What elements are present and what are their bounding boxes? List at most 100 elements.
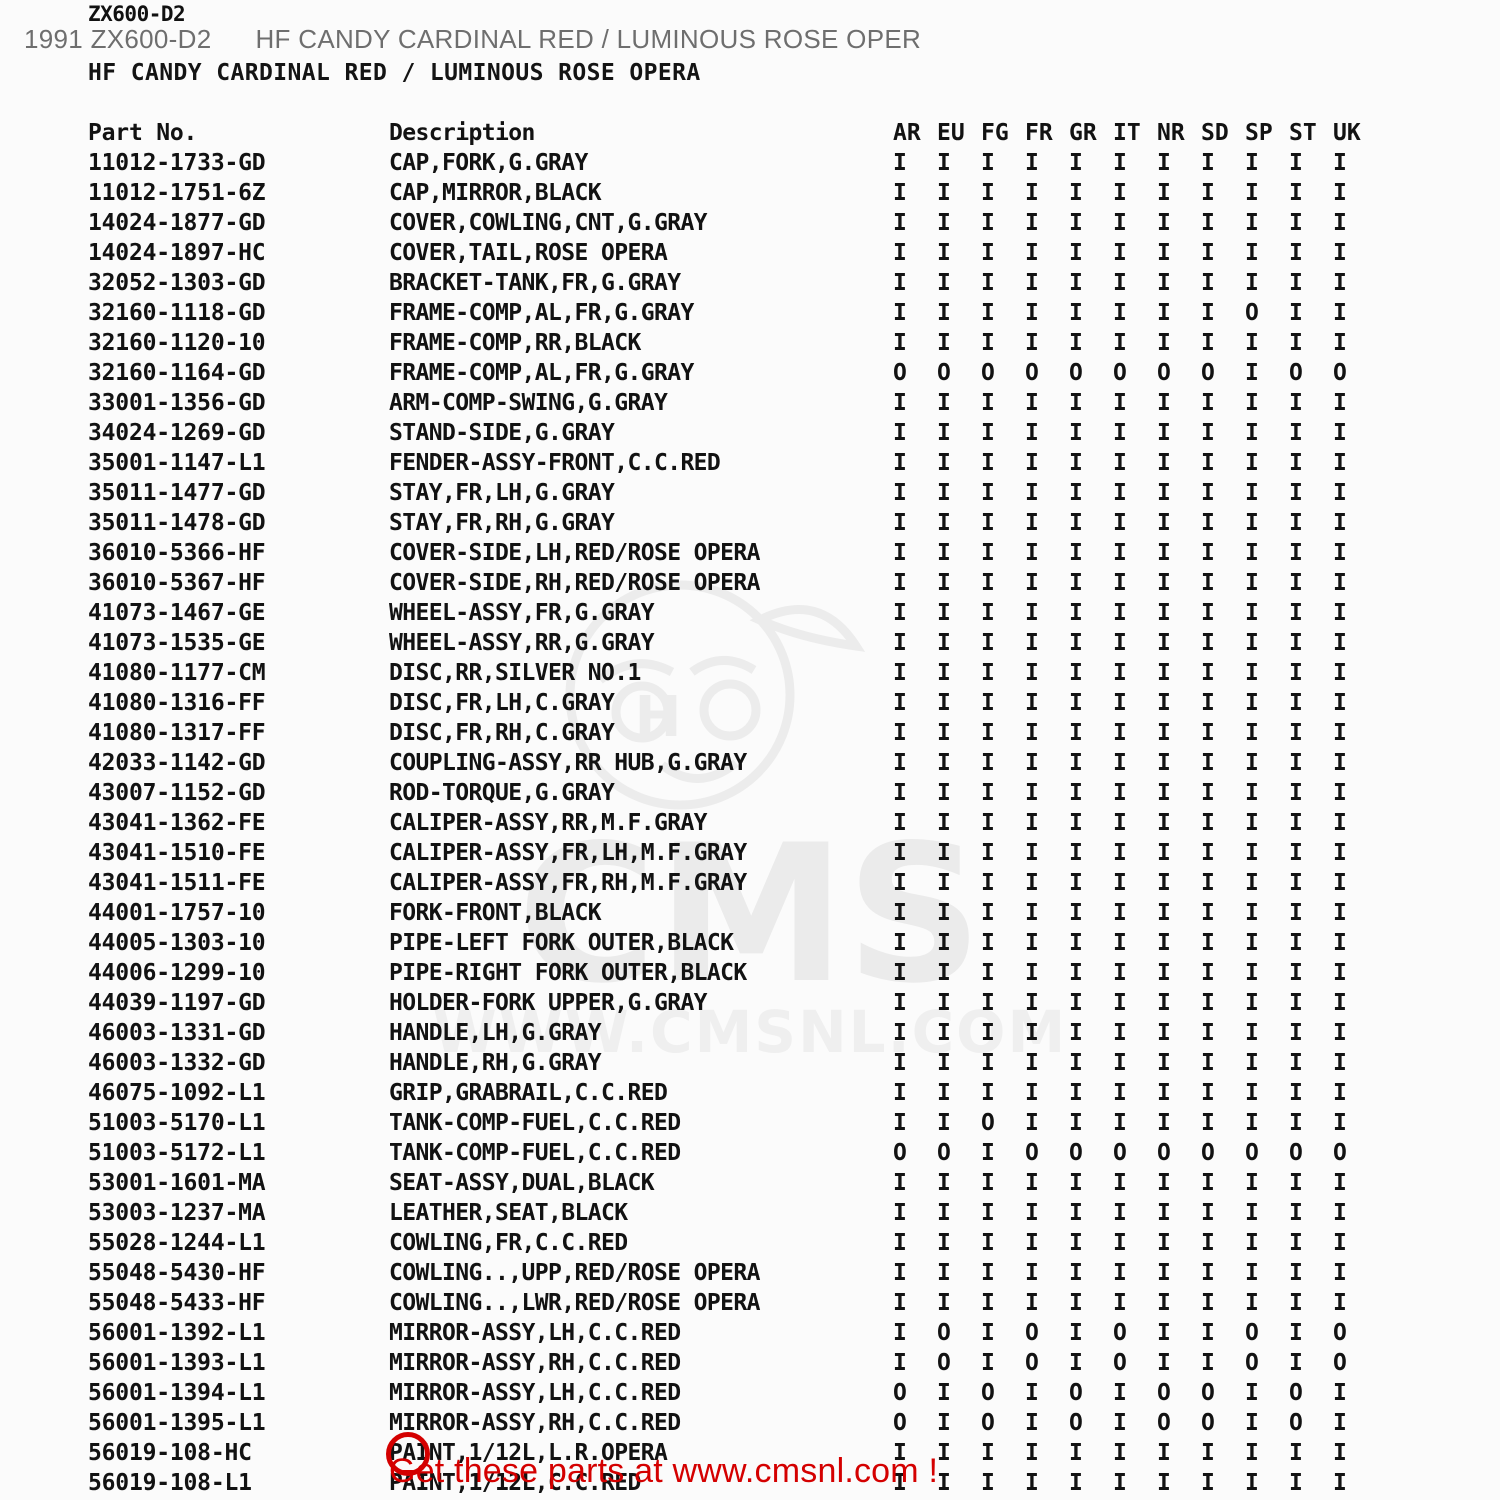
part-number[interactable]: 56001-1393-L1: [88, 1350, 266, 1376]
table-row[interactable]: 32160-1164-GD FRAME-COMP,AL,FR,G.GRAY O O O O…: [0, 360, 1500, 390]
table-row[interactable]: 56001-1392-L1 MIRROR-ASSY,LH,C.C.RED I O I O I…: [0, 1320, 1500, 1350]
table-row[interactable]: 11012-1751-6Z CAP,MIRROR,BLACK I I I I I I I I I I I: [0, 180, 1500, 210]
table-row[interactable]: 41073-1467-GE WHEEL-ASSY,FR,G.GRAY I I I I I I I…: [0, 600, 1500, 630]
part-number[interactable]: 33001-1356-GD: [88, 390, 266, 416]
table-row[interactable]: 43041-1511-FE CALIPER-ASSY,FR,RH,M.F.GRAY…: [0, 870, 1500, 900]
part-number[interactable]: 41080-1317-FF: [88, 720, 266, 746]
table-row[interactable]: 43007-1152-GD ROD-TORQUE,G.GRAY I I I I I I I I I I…: [0, 780, 1500, 810]
table-row[interactable]: 55028-1244-L1 COWLING,FR,C.C.RED I I I I I I I I I…: [0, 1230, 1500, 1260]
part-number[interactable]: 44039-1197-GD: [88, 990, 266, 1016]
table-row[interactable]: 53001-1601-MA SEAT-ASSY,DUAL,BLACK I I I I I I I…: [0, 1170, 1500, 1200]
table-row[interactable]: 33001-1356-GD ARM-COMP-SWING,G.GRAY I I I I I I…: [0, 390, 1500, 420]
part-number[interactable]: 55048-5433-HF: [88, 1290, 266, 1316]
flag-eu: I: [937, 990, 951, 1016]
table-row[interactable]: 32160-1120-10 FRAME-COMP,RR,BLACK I I I I I I I I…: [0, 330, 1500, 360]
part-number[interactable]: 55028-1244-L1: [88, 1230, 266, 1256]
table-row[interactable]: 44039-1197-GD HOLDER-FORK UPPER,G.GRAY I I I…: [0, 990, 1500, 1020]
table-row[interactable]: 46003-1331-GD HANDLE,LH,G.GRAY I I I I I I I I I I I: [0, 1020, 1500, 1050]
table-row[interactable]: 41080-1316-FF DISC,FR,LH,C.GRAY I I I I I I I I I I…: [0, 690, 1500, 720]
part-number[interactable]: 35001-1147-L1: [88, 450, 266, 476]
part-number[interactable]: 51003-5170-L1: [88, 1110, 266, 1136]
table-row[interactable]: 14024-1897-HC COVER,TAIL,ROSE OPERA I I I I I I…: [0, 240, 1500, 270]
table-row[interactable]: 35001-1147-L1 FENDER-ASSY-FRONT,C.C.RED I I…: [0, 450, 1500, 480]
table-row[interactable]: 56019-108-HC PAINT,1/12L,L.R.OPERA I I I I I I I…: [0, 1440, 1500, 1470]
part-number[interactable]: 36010-5366-HF: [88, 540, 266, 566]
part-number[interactable]: 56019-108-HC: [88, 1440, 252, 1466]
table-row[interactable]: 36010-5367-HF COVER-SIDE,RH,RED/ROSE OPER…: [0, 570, 1500, 600]
part-number[interactable]: 41080-1316-FF: [88, 690, 266, 716]
part-number[interactable]: 41073-1535-GE: [88, 630, 266, 656]
part-number[interactable]: 32160-1164-GD: [88, 360, 266, 386]
part-number[interactable]: 43007-1152-GD: [88, 780, 266, 806]
flag-ar: I: [893, 840, 907, 866]
table-row[interactable]: 44005-1303-10 PIPE-LEFT FORK OUTER,BLACK I…: [0, 930, 1500, 960]
table-row[interactable]: 43041-1362-FE CALIPER-ASSY,RR,M.F.GRAY I I I…: [0, 810, 1500, 840]
part-number[interactable]: 56001-1395-L1: [88, 1410, 266, 1436]
table-row[interactable]: 34024-1269-GD STAND-SIDE,G.GRAY I I I I I I I I I I…: [0, 420, 1500, 450]
part-number[interactable]: 32160-1118-GD: [88, 300, 266, 326]
part-number[interactable]: 44001-1757-10: [88, 900, 266, 926]
part-number[interactable]: 41080-1177-CM: [88, 660, 266, 686]
part-number[interactable]: 14024-1877-GD: [88, 210, 266, 236]
table-row[interactable]: 14024-1877-GD COVER,COWLING,CNT,G.GRAY I I I…: [0, 210, 1500, 240]
part-number[interactable]: 35011-1478-GD: [88, 510, 266, 536]
table-row[interactable]: 56001-1393-L1 MIRROR-ASSY,RH,C.C.RED I O I O I…: [0, 1350, 1500, 1380]
part-number[interactable]: 51003-5172-L1: [88, 1140, 266, 1166]
part-number[interactable]: 35011-1477-GD: [88, 480, 266, 506]
part-number[interactable]: 43041-1511-FE: [88, 870, 266, 896]
part-number[interactable]: 44005-1303-10: [88, 930, 266, 956]
table-row[interactable]: 44006-1299-10 PIPE-RIGHT FORK OUTER,BLACK…: [0, 960, 1500, 990]
part-number[interactable]: 11012-1751-6Z: [88, 180, 266, 206]
table-row[interactable]: 51003-5172-L1 TANK-COMP-FUEL,C.C.RED O O I O O…: [0, 1140, 1500, 1170]
part-number[interactable]: 43041-1510-FE: [88, 840, 266, 866]
table-row[interactable]: 51003-5170-L1 TANK-COMP-FUEL,C.C.RED I I O I I…: [0, 1110, 1500, 1140]
table-row[interactable]: 32160-1118-GD FRAME-COMP,AL,FR,G.GRAY I I I I…: [0, 300, 1500, 330]
flag-st: I: [1289, 960, 1303, 986]
table-row[interactable]: 41073-1535-GE WHEEL-ASSY,RR,G.GRAY I I I I I I I…: [0, 630, 1500, 660]
table-row[interactable]: 43041-1510-FE CALIPER-ASSY,FR,LH,M.F.GRAY…: [0, 840, 1500, 870]
table-row[interactable]: 32052-1303-GD BRACKET-TANK,FR,G.GRAY I I I I I…: [0, 270, 1500, 300]
part-number[interactable]: 56001-1394-L1: [88, 1380, 266, 1406]
part-number[interactable]: 32052-1303-GD: [88, 270, 266, 296]
table-row[interactable]: 11012-1733-GD CAP,FORK,G.GRAY I I I I I I I I I I I: [0, 150, 1500, 180]
table-row[interactable]: 42033-1142-GD COUPLING-ASSY,RR HUB,G.GRAY…: [0, 750, 1500, 780]
part-number[interactable]: 36010-5367-HF: [88, 570, 266, 596]
part-number[interactable]: 46003-1332-GD: [88, 1050, 266, 1076]
table-row[interactable]: 53003-1237-MA LEATHER,SEAT,BLACK I I I I I I I I I…: [0, 1200, 1500, 1230]
part-number[interactable]: 32160-1120-10: [88, 330, 266, 356]
part-number[interactable]: 56001-1392-L1: [88, 1320, 266, 1346]
flag-st: O: [1289, 1410, 1303, 1436]
table-row[interactable]: 41080-1177-CM DISC,RR,SILVER NO.1 I I I I I I I I…: [0, 660, 1500, 690]
part-number[interactable]: 11012-1733-GD: [88, 150, 266, 176]
part-number[interactable]: 46003-1331-GD: [88, 1020, 266, 1046]
part-number[interactable]: 55048-5430-HF: [88, 1260, 266, 1286]
table-row[interactable]: 35011-1478-GD STAY,FR,RH,G.GRAY I I I I I I I I I I…: [0, 510, 1500, 540]
part-number[interactable]: 34024-1269-GD: [88, 420, 266, 446]
part-description: CAP,FORK,G.GRAY: [389, 150, 588, 176]
part-number[interactable]: 14024-1897-HC: [88, 240, 266, 266]
flag-fg: I: [981, 750, 995, 776]
part-number[interactable]: 56019-108-L1: [88, 1470, 252, 1496]
table-row[interactable]: 35011-1477-GD STAY,FR,LH,G.GRAY I I I I I I I I I I…: [0, 480, 1500, 510]
part-number[interactable]: 53001-1601-MA: [88, 1170, 266, 1196]
part-number[interactable]: 44006-1299-10: [88, 960, 266, 986]
table-row[interactable]: 46075-1092-L1 GRIP,GRABRAIL,C.C.RED I I I I I I…: [0, 1080, 1500, 1110]
table-row[interactable]: 46003-1332-GD HANDLE,RH,G.GRAY I I I I I I I I I I I: [0, 1050, 1500, 1080]
table-row[interactable]: 55048-5433-HF COWLING..,LWR,RED/ROSE OPER…: [0, 1290, 1500, 1320]
flag-fr: I: [1025, 960, 1039, 986]
flag-gr: I: [1069, 330, 1083, 356]
part-number[interactable]: 53003-1237-MA: [88, 1200, 266, 1226]
part-number[interactable]: 46075-1092-L1: [88, 1080, 266, 1106]
table-row[interactable]: 55048-5430-HF COWLING..,UPP,RED/ROSE OPER…: [0, 1260, 1500, 1290]
table-row[interactable]: 56019-108-L1 PAINT,1/12L,C.C.RED I I I I I I I I I…: [0, 1470, 1500, 1500]
table-row[interactable]: 56001-1394-L1 MIRROR-ASSY,LH,C.C.RED O I O I O…: [0, 1380, 1500, 1410]
table-row[interactable]: 44001-1757-10 FORK-FRONT,BLACK I I I I I I I I I I I: [0, 900, 1500, 930]
flag-gr: I: [1069, 1290, 1083, 1316]
part-number[interactable]: 42033-1142-GD: [88, 750, 266, 776]
table-row[interactable]: 36010-5366-HF COVER-SIDE,LH,RED/ROSE OPER…: [0, 540, 1500, 570]
part-number[interactable]: 41073-1467-GE: [88, 600, 266, 626]
table-row[interactable]: 41080-1317-FF DISC,FR,RH,C.GRAY I I I I I I I I I I…: [0, 720, 1500, 750]
table-row[interactable]: 56001-1395-L1 MIRROR-ASSY,RH,C.C.RED O I O I O…: [0, 1410, 1500, 1440]
part-number[interactable]: 43041-1362-FE: [88, 810, 266, 836]
